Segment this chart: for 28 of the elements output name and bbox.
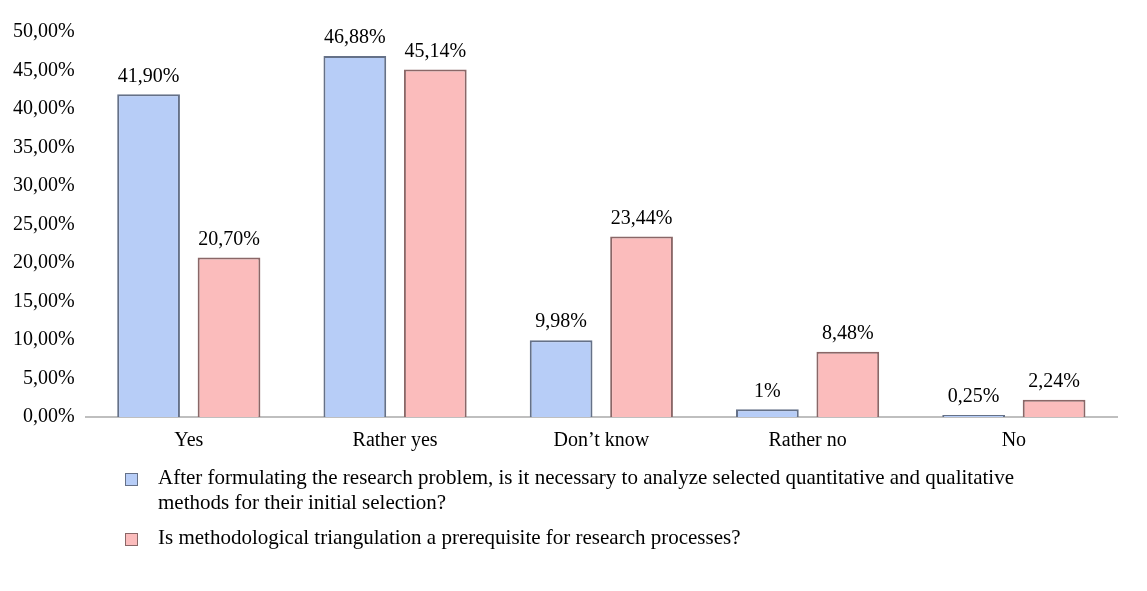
- legend-label: Is methodological triangulation a prerequisite for research processes?: [158, 525, 741, 550]
- x-tick-label: No: [1001, 428, 1027, 451]
- x-tick-label: Rather yes: [352, 428, 438, 452]
- y-tick-label: 25,00%: [12, 211, 75, 234]
- y-tick-label: 35,00%: [12, 134, 75, 157]
- y-tick-label: 50,00%: [12, 19, 75, 42]
- data-label: 41,90%: [117, 63, 180, 86]
- y-tick-label: 20,00%: [12, 250, 75, 273]
- x-tick-label: Rather no: [768, 428, 847, 451]
- data-label: 20,70%: [198, 226, 260, 249]
- y-tick-label: 5,00%: [22, 365, 75, 388]
- x-tick-label: Don’t know: [553, 428, 650, 451]
- y-tick-label: 15,00%: [12, 288, 75, 311]
- data-label: 45,14%: [404, 38, 467, 61]
- data-label: 8,48%: [821, 320, 874, 343]
- x-tick-label: Yes: [174, 428, 204, 451]
- y-tick-label: 40,00%: [12, 96, 75, 119]
- data-label: 2,24%: [1028, 369, 1080, 391]
- y-tick-label: 0,00%: [22, 404, 75, 427]
- y-tick-label: 10,00%: [12, 327, 75, 350]
- y-tick-label: 45,00%: [12, 57, 75, 80]
- legend-label: After formulating the research problem, is it necessary to analyze selected quantitative and qualitative methods for their initial selection?: [158, 465, 1015, 515]
- data-label: 23,44%: [610, 205, 673, 228]
- data-label: 9,98%: [535, 309, 587, 332]
- y-tick-label: 30,00%: [12, 173, 75, 196]
- data-label: 0,25%: [947, 384, 1000, 407]
- data-label: 46,88%: [324, 25, 386, 48]
- data-label: 1%: [754, 378, 781, 401]
